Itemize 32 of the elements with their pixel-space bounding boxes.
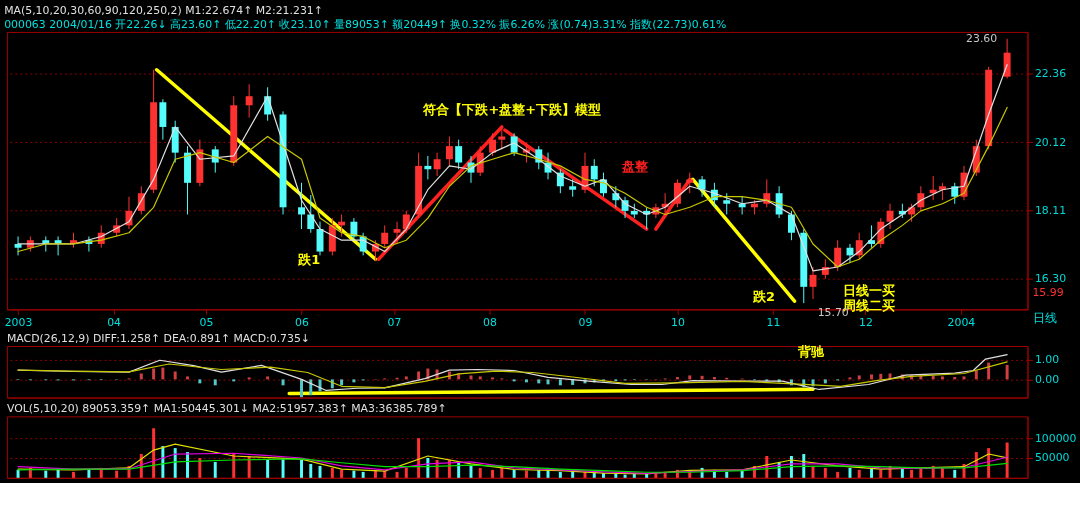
annotation: 跌2	[751, 289, 775, 305]
y-tick-label: 16.30	[1034, 272, 1067, 286]
x-tick-label: 12	[858, 315, 873, 329]
y-tick-label: 100000	[1034, 431, 1077, 445]
annotation: 盘整	[621, 158, 650, 174]
x-tick-label: 07	[387, 315, 402, 329]
chart-title: MACD(26,12,9) DIFF:1.258↑ DEA:0.891↑ MACD:0.735↓	[6, 332, 310, 346]
x-tick-label: 05	[199, 315, 214, 329]
annotation: 背驰	[797, 343, 826, 359]
x-tick-label: 06	[295, 315, 310, 329]
x-tick-label: 2004	[947, 315, 976, 329]
text: 日线	[1033, 311, 1058, 326]
y-tick-label: 20.12	[1034, 135, 1067, 149]
chart-title: VOL(5,10,20) 89053.359↑ MA1:50445.301↓ MA2:51957.383↑ MA3:36385.789↑	[6, 402, 447, 416]
y-tick-label: 1.00	[1034, 353, 1060, 367]
text: 15.99	[1032, 285, 1064, 299]
x-tick-label: 09	[578, 315, 593, 329]
y-tick-label: 18.11	[1034, 203, 1067, 217]
annotation: 跌1	[297, 251, 321, 267]
x-tick-label: 10	[671, 315, 685, 329]
annotation: 符合【下跌+盘整+下跌】模型	[422, 102, 602, 118]
annotation: 23.60	[966, 31, 998, 45]
x-tick-label: 11	[766, 315, 781, 329]
annotation: 日线一买	[842, 282, 895, 298]
y-tick-label: 50000	[1034, 451, 1070, 465]
chart-subtitle: 000063 2004/01/16 开22.26↓ 高23.60↑ 低22.20↑ 收23.10↑ 量89053↑ 额20449↑ 换0.32% 振6.26% 涨(0.74)3.31% 指数(22.73)0.61%	[4, 17, 727, 31]
x-tick-label: 2003	[4, 315, 33, 329]
y-tick-label: 0.00	[1034, 372, 1060, 386]
y-tick-label: 22.36	[1034, 67, 1067, 81]
chart-title: MA(5,10,20,30,60,90,120,250,2) M1:22.674↑ M2:21.231↑	[4, 4, 323, 18]
x-tick-label: 04	[107, 315, 122, 329]
x-tick-label: 08	[483, 315, 497, 329]
